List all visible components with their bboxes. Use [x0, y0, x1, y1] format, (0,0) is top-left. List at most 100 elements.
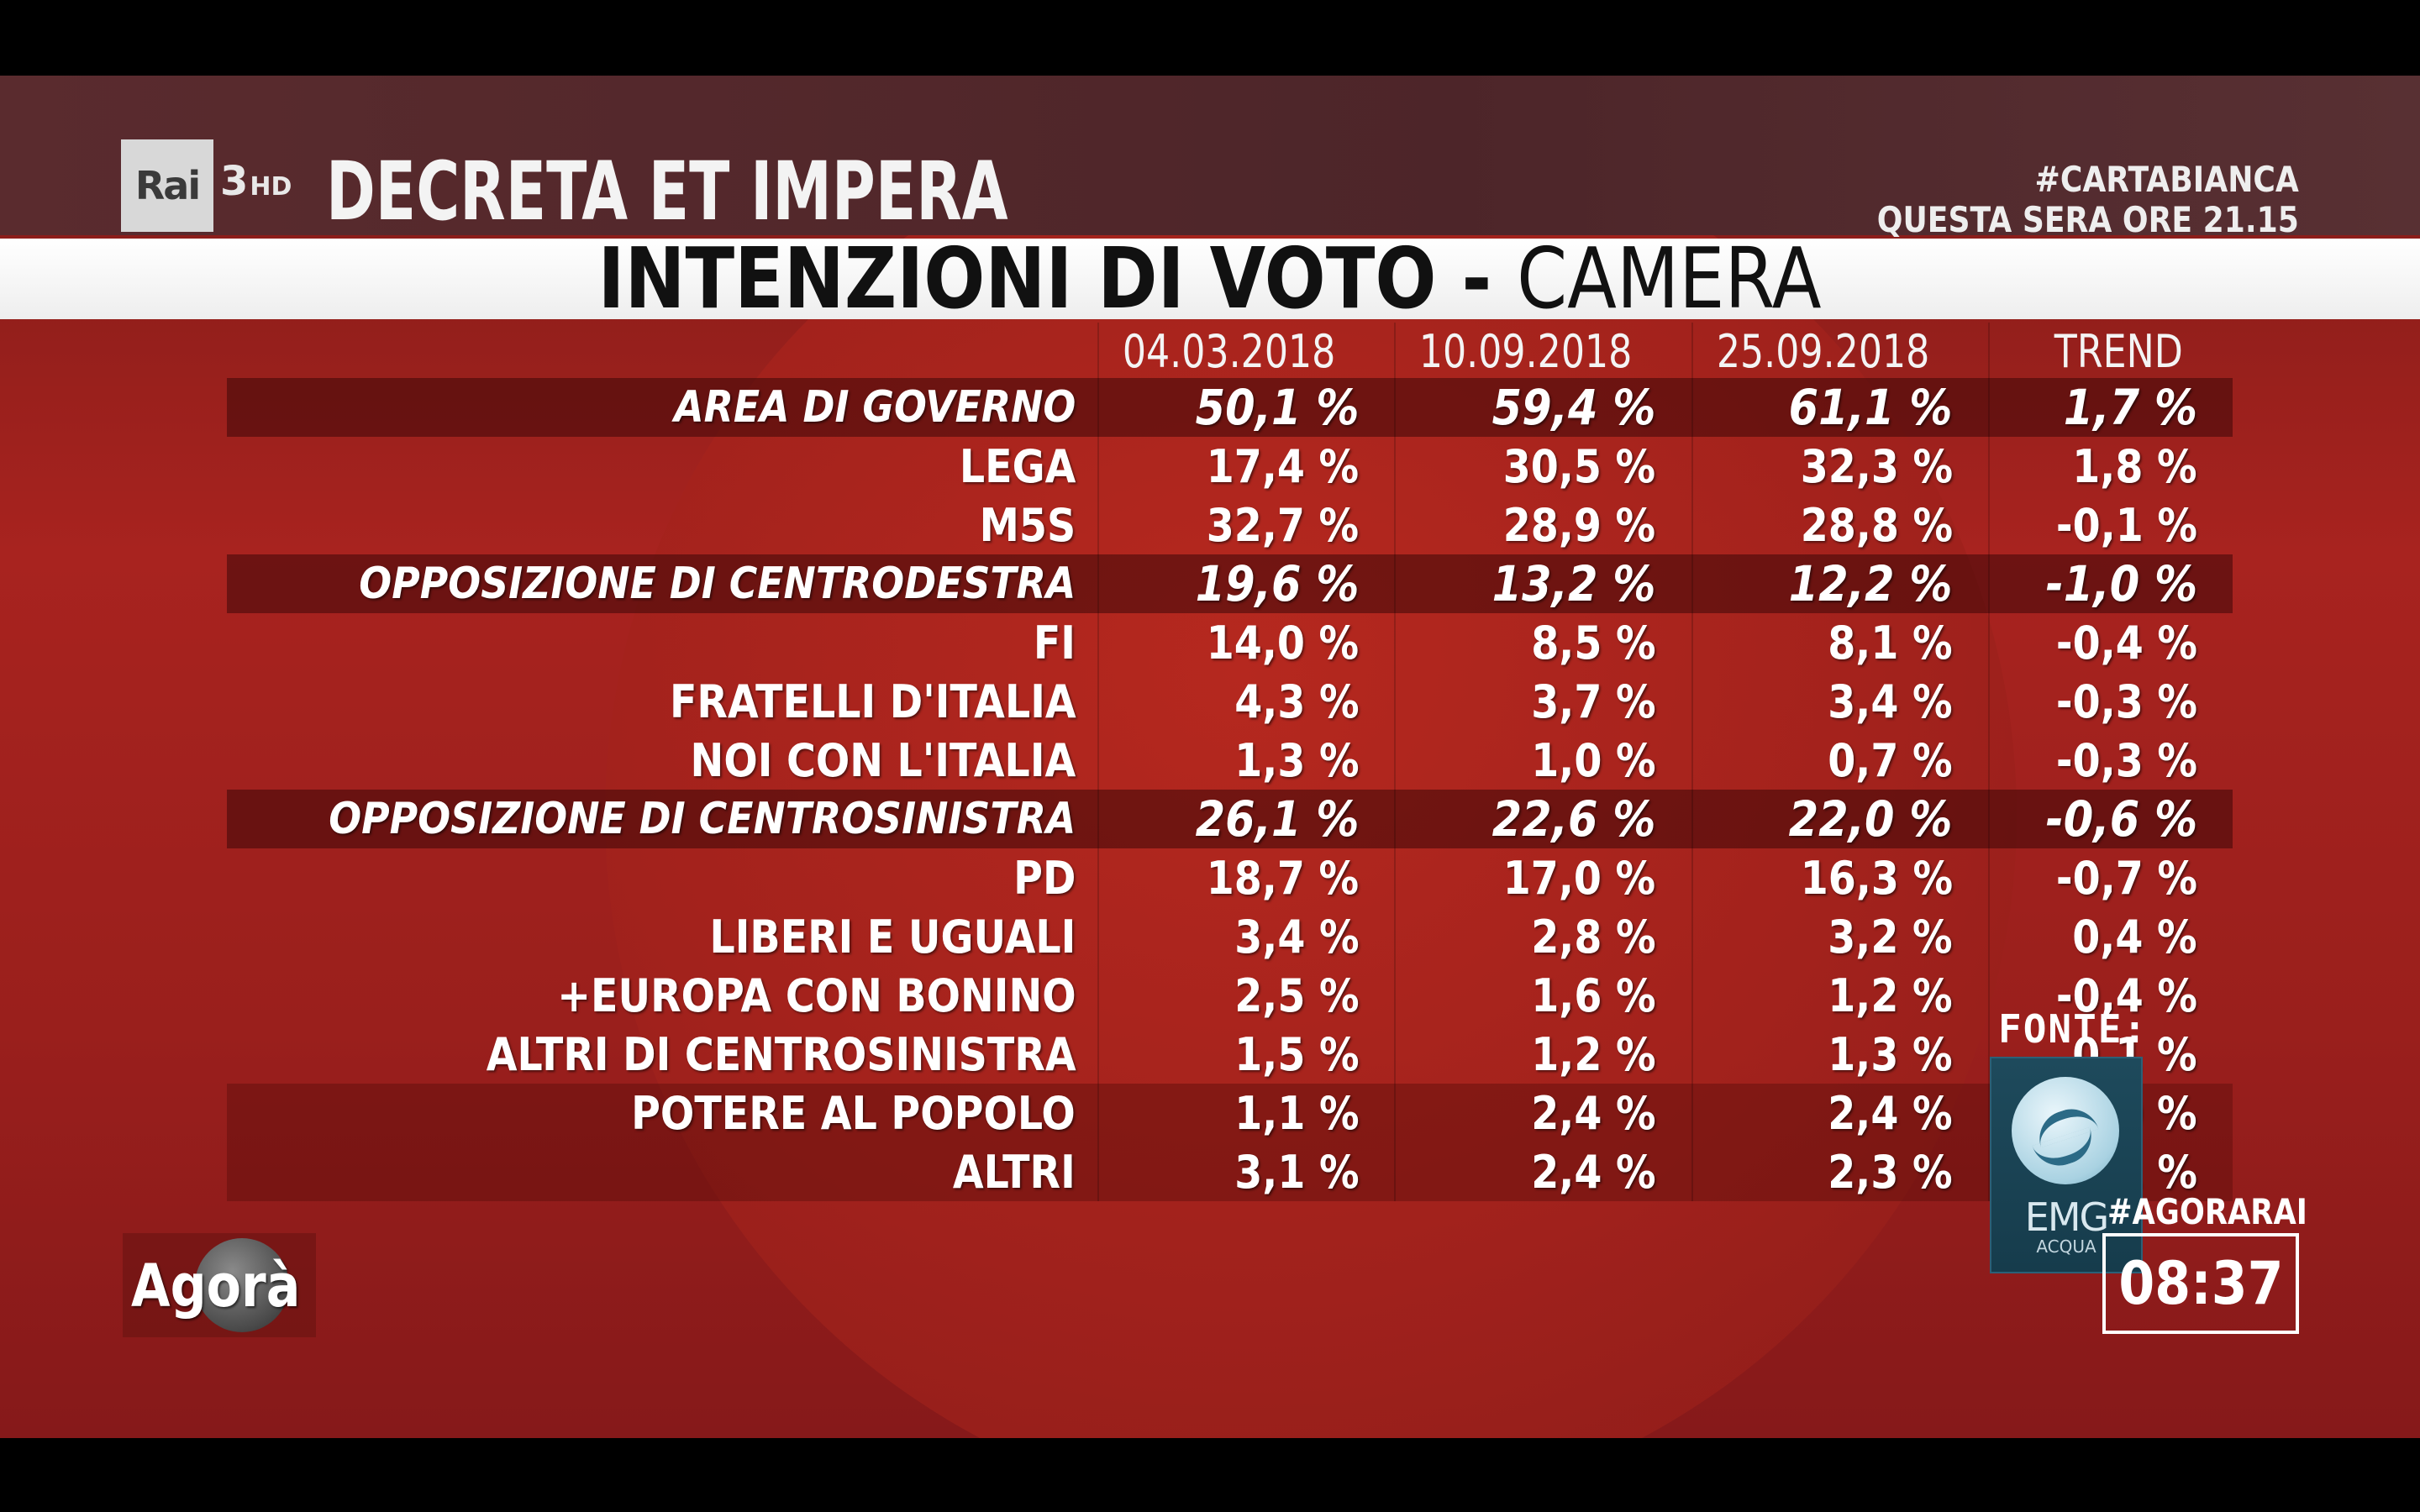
cell-text: 12,2 % — [1788, 555, 1953, 612]
row-label: PD — [227, 848, 1098, 907]
source-label: FONTE: — [1998, 1006, 2149, 1052]
cell-value: 1,2 % — [1394, 1025, 1692, 1084]
rai-logo: Rai — [121, 139, 213, 232]
column-header-text: 25.09.2018 — [1716, 325, 1929, 378]
cell-text: 16,3 % — [1800, 851, 1953, 905]
channel-hd-text: HD — [250, 172, 292, 202]
channel-number-text: 3 — [220, 158, 249, 205]
cell-value: 1,3 % — [1097, 731, 1396, 790]
cell-value: 2,3 % — [1691, 1142, 1989, 1201]
cell-text: 1,5 % — [1234, 1027, 1360, 1081]
cell-value: 28,9 % — [1394, 496, 1692, 554]
cell-text: 28,9 % — [1503, 498, 1656, 552]
cell-value: 1,6 % — [1394, 966, 1692, 1025]
cell-text: -0,4 % — [2055, 616, 2197, 669]
cell-text: 3,7 % — [1531, 675, 1656, 728]
cell-value: 1,2 % — [1691, 966, 1989, 1025]
cell-value: 32,7 % — [1097, 496, 1396, 554]
cell-value: 28,8 % — [1691, 496, 1989, 554]
header-label-cell — [227, 323, 1098, 378]
cell-value: 18,7 % — [1097, 848, 1396, 907]
cell-text: 8,5 % — [1531, 616, 1656, 669]
show-title: DECRETA ET IMPERA — [326, 144, 1008, 239]
table-row: FRATELLI D'ITALIA 4,3 % 3,7 % 3,4 % -0,3… — [227, 672, 2233, 731]
cell-value: 32,3 % — [1691, 437, 1989, 496]
cell-value: 26,1 % — [1097, 790, 1396, 848]
rai-logo-text: Rai — [134, 163, 201, 208]
table-row: LIBERI E UGUALI 3,4 % 2,8 % 3,2 % 0,4 % — [227, 907, 2233, 966]
show-hashtag: #AGORARAI — [2107, 1191, 2307, 1232]
cell-value: 17,4 % — [1097, 437, 1396, 496]
cell-text: 1,3 % — [1234, 733, 1360, 787]
cell-value: 22,6 % — [1394, 790, 1692, 848]
row-label-text: M5S — [979, 498, 1076, 552]
tv-screen: Rai 3HD DECRETA ET IMPERA #CARTABIANCA Q… — [0, 76, 2420, 1438]
table-header-row: 04.03.2018 10.09.2018 25.09.2018 TREND — [227, 323, 2233, 378]
cell-value: 59,4 % — [1394, 378, 1692, 437]
cell-text: 59,4 % — [1491, 379, 1656, 436]
table-row: OPPOSIZIONE DI CENTROSINISTRA 26,1 % 22,… — [227, 790, 2233, 848]
row-label-text: OPPOSIZIONE DI CENTRODESTRA — [359, 559, 1076, 609]
cell-text: 0,7 % — [1828, 733, 1953, 787]
cell-text: 3,4 % — [1828, 675, 1953, 728]
row-label: FRATELLI D'ITALIA — [227, 672, 1098, 731]
cell-value: 13,2 % — [1394, 554, 1692, 613]
cell-value: 3,4 % — [1097, 907, 1396, 966]
agora-ball-icon — [195, 1238, 289, 1332]
row-label: POTERE AL POPOLO — [227, 1084, 1098, 1142]
cell-text: 26,1 % — [1195, 790, 1360, 848]
cell-text: -0,3 % — [2055, 733, 2197, 787]
column-header-text: 04.03.2018 — [1123, 325, 1336, 378]
top-band — [0, 76, 2420, 235]
cell-text: 2,4 % — [1531, 1086, 1656, 1140]
column-header: 10.09.2018 — [1394, 323, 1692, 378]
cell-value: 1,3 % — [1691, 1025, 1989, 1084]
cell-text: 18,7 % — [1207, 851, 1360, 905]
column-header-text: TREND — [2054, 325, 2184, 378]
cell-value: 2,4 % — [1394, 1142, 1692, 1201]
cell-trend: -0,6 % — [1987, 790, 2233, 848]
row-label: FI — [227, 613, 1098, 672]
poll-table: 04.03.2018 10.09.2018 25.09.2018 TREND A… — [227, 323, 2233, 1201]
row-label: LIBERI E UGUALI — [227, 907, 1098, 966]
cell-text: 0,4 % — [2072, 910, 2197, 963]
row-label-text: NOI CON L'ITALIA — [690, 733, 1076, 787]
table-row: FI 14,0 % 8,5 % 8,1 % -0,4 % — [227, 613, 2233, 672]
cell-text: 1,0 % — [1531, 733, 1656, 787]
cell-text: 1,8 % — [2072, 439, 2197, 493]
cell-value: 3,7 % — [1394, 672, 1692, 731]
cell-trend: -0,4 % — [1987, 966, 2233, 1025]
row-label: ALTRI DI CENTROSINISTRA — [227, 1025, 1098, 1084]
cell-text: 4,3 % — [1234, 675, 1360, 728]
cell-trend: -0,3 % — [1987, 672, 2233, 731]
table-row: NOI CON L'ITALIA 1,3 % 1,0 % 0,7 % -0,3 … — [227, 731, 2233, 790]
agora-logo-text: Agorà — [131, 1252, 301, 1320]
cell-trend: -0,4 % — [1987, 613, 2233, 672]
cell-value: 1,0 % — [1394, 731, 1692, 790]
cell-trend: 1,7 % — [1987, 378, 2233, 437]
cell-text: 28,8 % — [1800, 498, 1953, 552]
cell-text: 3,2 % — [1828, 910, 1953, 963]
clock: 08:37 — [2102, 1233, 2299, 1334]
cell-text: 1,1 % — [1234, 1086, 1360, 1140]
row-label-text: ALTRI DI CENTROSINISTRA — [486, 1027, 1076, 1081]
promo: #CARTABIANCA QUESTA SERA ORE 21.15 — [1877, 160, 2299, 240]
row-label: LEGA — [227, 437, 1098, 496]
promo-hashtag: #CARTABIANCA — [2034, 159, 2299, 200]
row-label-text: POTERE AL POPOLO — [631, 1086, 1076, 1140]
clock-text: 08:37 — [2118, 1249, 2284, 1318]
cell-text: 2,4 % — [1531, 1145, 1656, 1199]
cell-text: 2,8 % — [1531, 910, 1656, 963]
cell-value: 50,1 % — [1097, 378, 1396, 437]
row-label-text: LIBERI E UGUALI — [709, 910, 1076, 963]
cell-text: -0,1 % — [2055, 498, 2197, 552]
cell-text: 1,2 % — [1828, 969, 1953, 1022]
cell-text: 14,0 % — [1207, 616, 1360, 669]
row-label-text: ALTRI — [953, 1145, 1076, 1199]
cell-text: -0,4 % — [2055, 969, 2197, 1022]
column-header: TREND — [1987, 323, 2233, 378]
row-label-text: OPPOSIZIONE DI CENTROSINISTRA — [329, 794, 1076, 844]
channel-number: 3HD — [220, 158, 292, 205]
row-label-text: AREA DI GOVERNO — [674, 382, 1076, 433]
table-row: PD 18,7 % 17,0 % 16,3 % -0,7 % — [227, 848, 2233, 907]
